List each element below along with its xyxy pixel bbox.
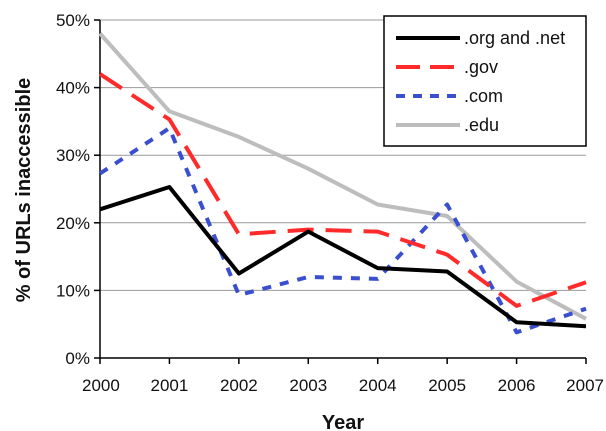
y-tick-label: 20% (56, 214, 90, 233)
legend-label-gov: .gov (464, 57, 498, 77)
y-tick-label: 50% (56, 11, 90, 30)
y-axis-ticks: 0% 10% 20% 30% 40% 50% (56, 11, 100, 368)
y-tick-label: 30% (56, 146, 90, 165)
x-tick-label: 2005 (428, 376, 466, 395)
x-tick-label: 2006 (498, 376, 536, 395)
y-tick-label: 10% (56, 281, 90, 300)
x-tick-label: 2002 (220, 376, 258, 395)
x-tick-label: 2003 (289, 376, 327, 395)
y-tick-label: 40% (56, 79, 90, 98)
x-tick-label: 2000 (82, 376, 120, 395)
x-tick-label: 2007 (566, 376, 604, 395)
y-tick-label: 0% (65, 349, 90, 368)
x-tick-label: 2004 (359, 376, 397, 395)
x-axis-title: Year (322, 412, 364, 431)
legend: .org and .net .gov .com .edu (384, 16, 586, 146)
x-axis-ticks: 2000 2001 2002 2003 2004 2005 2006 2007 (82, 358, 604, 395)
legend-label-com: .com (464, 86, 503, 106)
legend-label-edu: .edu (464, 115, 499, 135)
y-axis-title: % of URLs inaccessible (13, 78, 35, 303)
legend-label-org-and-net: .org and .net (464, 28, 565, 48)
x-tick-label: 2001 (151, 376, 189, 395)
